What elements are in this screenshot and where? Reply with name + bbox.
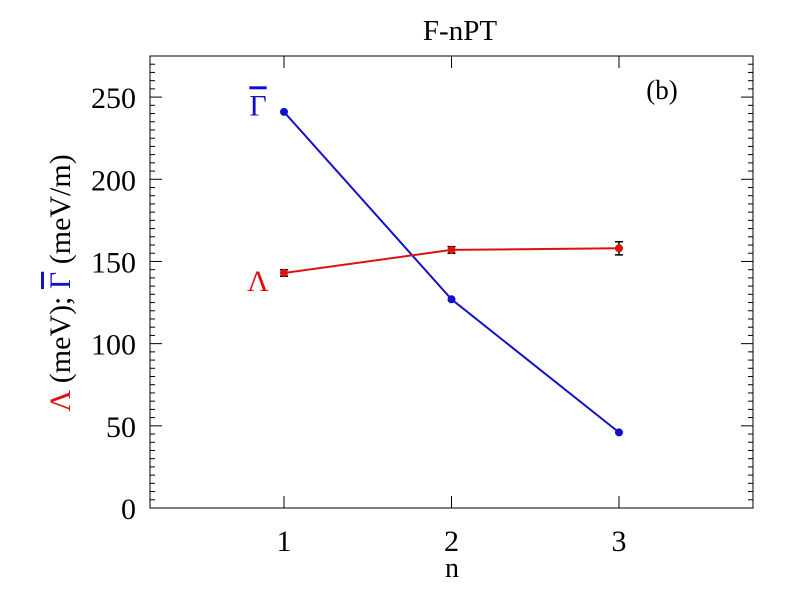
data-point — [615, 428, 623, 437]
x-tick-label: 3 — [612, 525, 627, 558]
panel-label: (b) — [646, 75, 677, 105]
y-axis-label-part: Λ — [44, 390, 77, 412]
x-tick-label: 2 — [444, 525, 459, 558]
x-tick-label: 1 — [277, 525, 292, 558]
series-gamma: Γ — [249, 89, 623, 437]
x-axis-label: n — [445, 553, 459, 584]
data-point — [447, 295, 456, 304]
series-line — [283, 111, 620, 434]
y-axis-label-part: Γ — [44, 272, 77, 289]
data-point — [447, 245, 456, 254]
y-tick-label: 0 — [121, 493, 136, 526]
data-point — [615, 244, 623, 253]
chart-title: F-nPT — [423, 15, 497, 47]
series-lambda: Λ — [247, 240, 623, 298]
y-tick-label: 200 — [91, 164, 136, 197]
y-tick-label: 250 — [91, 82, 136, 115]
y-axis-label-text: Λ (meV); Γ (meV/m) — [44, 154, 77, 411]
series-label: Γ — [249, 89, 266, 122]
y-tick-label: 150 — [91, 246, 136, 279]
y-tick-label: 100 — [91, 329, 136, 362]
y-axis-label: Λ (meV); Γ (meV/m) — [44, 154, 77, 411]
x-axis-ticks: 1 2 3 — [277, 56, 627, 558]
data-point — [280, 107, 288, 116]
y-tick-label: 50 — [106, 411, 136, 444]
series-label: Λ — [247, 265, 269, 298]
plot-frame — [149, 55, 754, 509]
y-axis-ticks: 0 50 100 150 200 250 — [91, 55, 753, 526]
data-point — [280, 268, 288, 277]
y-axis-label-part: (meV/m) — [44, 154, 77, 271]
series-layer: ΓΛ — [247, 89, 623, 437]
y-axis-label-part: (meV); — [44, 289, 77, 391]
